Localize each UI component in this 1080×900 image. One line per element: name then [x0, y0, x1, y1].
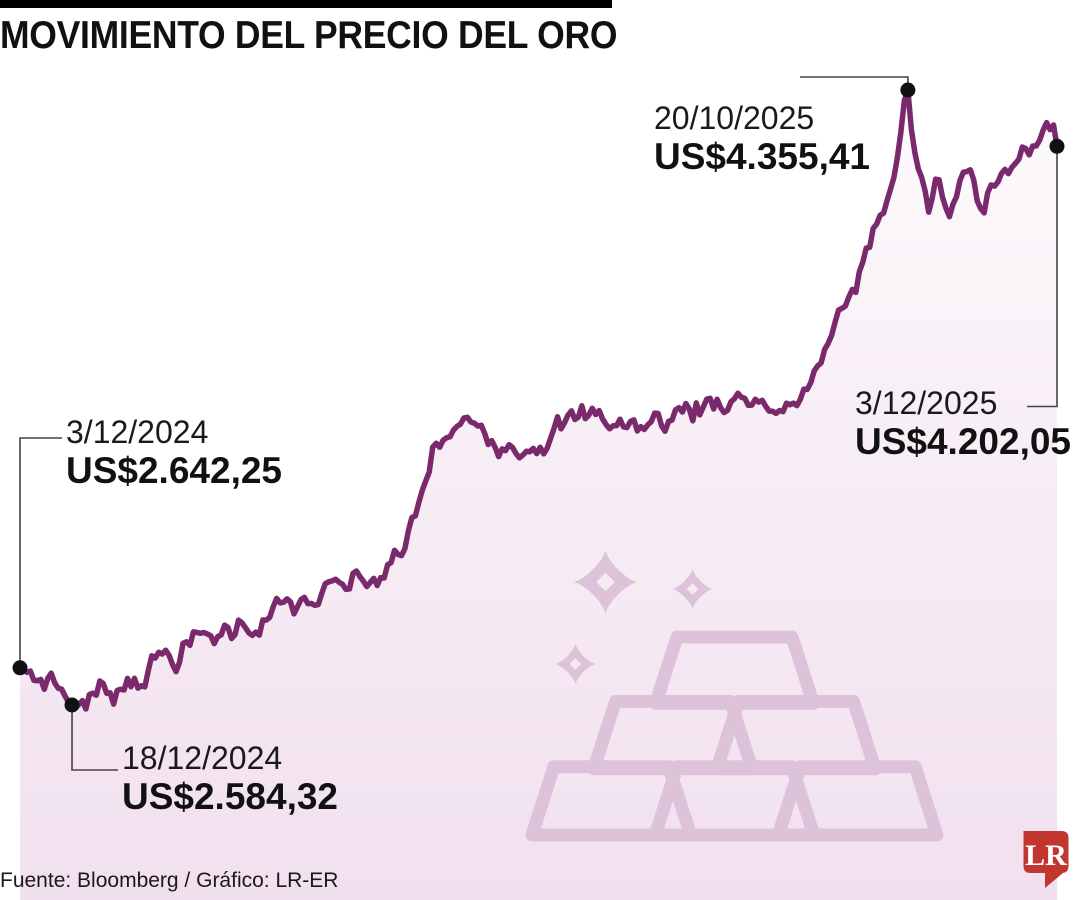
svg-text:LR: LR	[1025, 839, 1067, 872]
